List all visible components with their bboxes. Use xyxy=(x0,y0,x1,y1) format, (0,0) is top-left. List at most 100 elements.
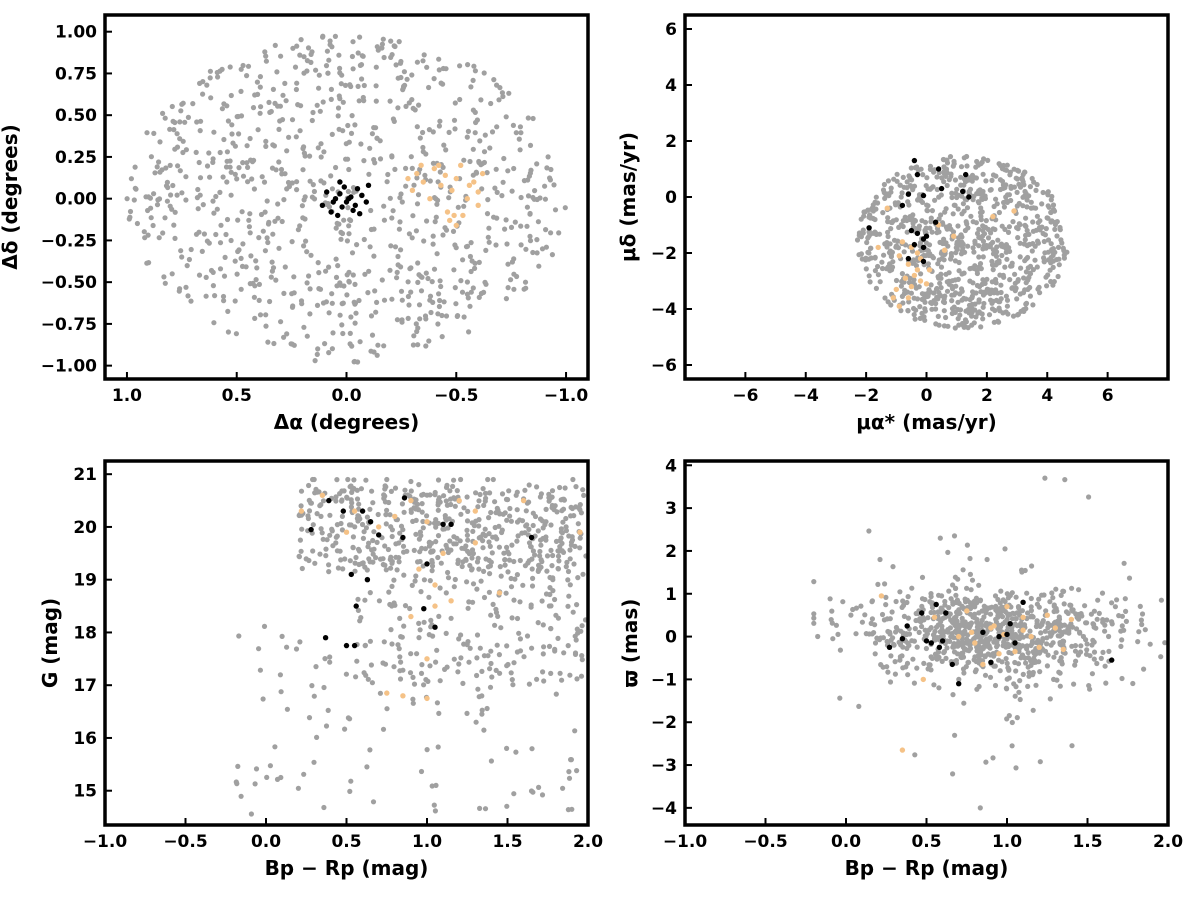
field-star-point xyxy=(262,248,268,254)
field-star-point xyxy=(888,185,894,191)
field-star-point xyxy=(1057,683,1063,689)
field-star-point xyxy=(133,186,139,192)
field-star-point xyxy=(450,483,456,489)
field-star-point xyxy=(282,264,288,270)
field-star-point xyxy=(947,638,953,645)
field-star-point xyxy=(946,588,952,594)
candidate-star-point xyxy=(475,189,481,195)
field-star-point xyxy=(952,309,958,315)
field-star-point xyxy=(535,528,541,534)
field-star-point xyxy=(289,239,295,245)
field-star-point xyxy=(901,249,907,255)
field-star-point xyxy=(577,535,583,541)
cluster-star-point xyxy=(335,212,341,219)
cluster-star-point xyxy=(401,495,408,501)
field-star-point xyxy=(1017,222,1023,228)
field-star-point xyxy=(276,126,282,132)
field-star-point xyxy=(363,525,369,531)
field-star-point xyxy=(385,171,391,178)
field-star-point xyxy=(468,240,474,246)
field-star-point xyxy=(234,271,240,277)
cluster-star-point xyxy=(923,638,930,644)
field-star-point xyxy=(458,476,464,483)
field-star-point xyxy=(230,140,236,146)
candidate-star-point xyxy=(448,598,454,604)
field-star-point xyxy=(398,288,405,294)
field-star-point xyxy=(408,265,414,271)
field-star-point xyxy=(314,351,320,357)
field-star-point xyxy=(1045,203,1051,209)
field-star-point xyxy=(985,640,991,646)
field-star-point xyxy=(548,547,554,554)
field-star-point xyxy=(950,692,956,698)
field-star-point xyxy=(432,808,438,814)
field-star-point xyxy=(502,562,508,568)
field-star-point xyxy=(997,299,1003,305)
field-star-point xyxy=(996,622,1003,629)
field-star-point xyxy=(1010,219,1016,225)
field-star-point xyxy=(465,295,471,301)
field-star-point xyxy=(508,224,515,230)
field-star-point xyxy=(1121,560,1127,566)
field-star-point xyxy=(946,270,952,276)
candidate-star-point xyxy=(972,640,978,646)
field-star-point xyxy=(270,231,276,237)
field-star-point xyxy=(467,562,473,569)
field-star-point xyxy=(232,258,238,264)
field-star-point xyxy=(984,276,990,282)
field-star-point xyxy=(418,273,424,279)
field-star-point xyxy=(1139,611,1146,617)
field-star-point xyxy=(245,179,251,185)
cluster-star-point xyxy=(1109,657,1115,663)
field-star-point xyxy=(488,648,494,654)
field-star-point xyxy=(217,149,223,156)
field-star-point xyxy=(183,174,189,180)
field-star-point xyxy=(443,227,450,233)
field-star-point xyxy=(312,560,318,566)
field-star-point xyxy=(188,298,194,304)
field-star-point xyxy=(161,274,167,280)
field-star-point xyxy=(893,598,899,605)
field-star-point xyxy=(365,290,371,296)
field-star-point xyxy=(380,561,386,568)
field-star-point xyxy=(899,604,905,611)
field-star-point xyxy=(486,557,492,564)
cluster-star-point xyxy=(348,571,354,578)
y-tick-label: 0.50 xyxy=(55,106,97,126)
field-star-point xyxy=(365,676,371,682)
field-star-point xyxy=(978,324,984,330)
field-star-point xyxy=(474,586,480,592)
field-star-point xyxy=(976,582,982,588)
field-star-point xyxy=(353,310,359,316)
field-star-point xyxy=(264,235,270,241)
field-star-point xyxy=(323,546,329,552)
field-star-point xyxy=(263,58,269,64)
field-star-point xyxy=(497,670,503,676)
field-star-point xyxy=(1037,623,1043,630)
cluster-star-point xyxy=(1012,640,1018,646)
field-star-point xyxy=(956,607,962,613)
field-star-point xyxy=(375,47,381,53)
field-star-point xyxy=(167,126,173,132)
field-star-point xyxy=(907,175,913,181)
field-star-point xyxy=(1025,275,1031,282)
candidate-star-point xyxy=(438,182,444,188)
field-star-point xyxy=(511,791,517,797)
field-star-point xyxy=(998,613,1005,619)
field-star-point xyxy=(488,612,494,618)
field-star-point xyxy=(443,484,450,490)
field-star-point xyxy=(974,632,980,638)
field-star-point xyxy=(178,108,184,114)
field-star-point xyxy=(328,86,334,92)
field-star-point xyxy=(327,659,333,665)
field-star-point xyxy=(1047,622,1054,628)
field-star-point xyxy=(318,141,324,147)
field-star-point xyxy=(1028,607,1034,614)
field-star-point xyxy=(534,484,540,490)
field-star-point xyxy=(236,633,242,639)
field-star-point xyxy=(924,175,930,181)
field-star-point xyxy=(530,548,537,554)
field-star-point xyxy=(1018,265,1024,271)
field-star-point xyxy=(936,685,942,691)
field-star-point xyxy=(426,127,432,133)
